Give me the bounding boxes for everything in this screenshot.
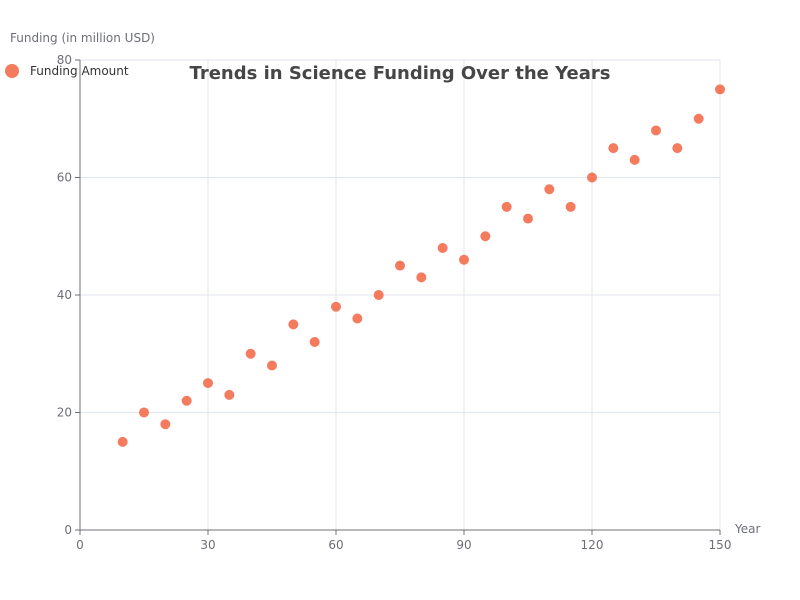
data-point[interactable] bbox=[651, 125, 661, 136]
data-point[interactable] bbox=[267, 360, 277, 371]
y-tick-label: 60 bbox=[57, 171, 72, 185]
data-point[interactable] bbox=[309, 337, 320, 347]
data-point[interactable] bbox=[587, 172, 597, 183]
data-point[interactable] bbox=[459, 254, 469, 265]
x-axis-label: Year bbox=[734, 522, 760, 536]
data-point[interactable] bbox=[523, 213, 533, 224]
data-point[interactable] bbox=[203, 378, 213, 389]
axes bbox=[75, 59, 721, 535]
data-point[interactable] bbox=[245, 348, 256, 359]
data-point[interactable] bbox=[437, 243, 448, 253]
data-point[interactable] bbox=[160, 419, 171, 430]
data-point[interactable] bbox=[288, 319, 299, 330]
x-tick-label: 90 bbox=[456, 538, 471, 552]
data-point[interactable] bbox=[608, 143, 619, 154]
y-tick-label: 0 bbox=[64, 523, 72, 537]
y-axis-label: Funding (in million USD) bbox=[10, 31, 155, 45]
data-point[interactable] bbox=[117, 436, 128, 447]
legend-marker bbox=[5, 64, 19, 78]
data-point[interactable] bbox=[181, 395, 192, 406]
x-tick-label: 0 bbox=[76, 538, 84, 552]
data-point[interactable] bbox=[544, 184, 555, 195]
data-point[interactable] bbox=[480, 231, 491, 242]
legend-label: Funding Amount bbox=[30, 64, 129, 78]
data-point[interactable] bbox=[672, 143, 683, 154]
data-point[interactable] bbox=[373, 290, 384, 300]
data-point[interactable] bbox=[693, 113, 704, 124]
data-point[interactable] bbox=[416, 272, 427, 283]
grid-lines bbox=[80, 59, 721, 530]
data-point[interactable] bbox=[331, 301, 341, 312]
x-tick-label: 30 bbox=[200, 538, 215, 552]
data-point[interactable] bbox=[395, 260, 405, 271]
data-point[interactable] bbox=[139, 407, 149, 418]
data-points bbox=[117, 84, 725, 447]
tick-labels: 0 30 60 90 120 150 0 20 40 60 80 bbox=[57, 53, 732, 552]
data-point[interactable] bbox=[224, 389, 235, 400]
x-tick-label: 120 bbox=[581, 538, 604, 552]
chart-title: Trends in Science Funding Over the Years bbox=[190, 63, 611, 84]
data-point[interactable] bbox=[501, 201, 512, 212]
x-tick-label: 150 bbox=[709, 538, 732, 552]
data-point[interactable] bbox=[715, 84, 725, 95]
data-point[interactable] bbox=[629, 154, 640, 165]
x-tick-label: 60 bbox=[328, 538, 343, 552]
data-point[interactable] bbox=[565, 201, 576, 212]
y-tick-label: 40 bbox=[57, 288, 72, 302]
data-point[interactable] bbox=[352, 313, 363, 324]
y-tick-label: 80 bbox=[57, 53, 72, 67]
legend[interactable]: Funding Amount bbox=[5, 64, 129, 78]
y-tick-label: 20 bbox=[57, 406, 72, 420]
